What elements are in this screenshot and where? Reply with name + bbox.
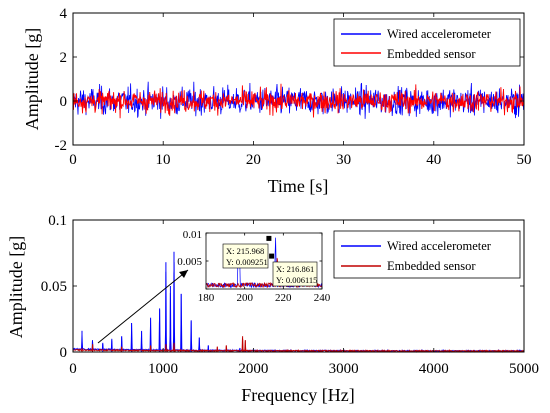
datatip-1-y: Y: 0.009251 — [226, 257, 268, 267]
datatip-2-x: X: 216.861 — [276, 264, 314, 274]
bottom-ticks — [72, 219, 525, 353]
inset-xtick-2: 220 — [275, 292, 292, 304]
bottom-ytick-2: 0.1 — [48, 213, 67, 229]
time-traces — [72, 81, 525, 119]
datatip-2-box — [272, 261, 318, 287]
top-ytick-0: -2 — [55, 138, 68, 154]
datatip-1-marker — [266, 235, 272, 241]
datatip-2-marker — [269, 253, 275, 259]
top-legend: Wired accelerometer Embedded sensor — [333, 18, 521, 67]
top-xtick-1: 10 — [156, 152, 171, 168]
frequency-domain-chart: 0 1000 2000 3000 4000 5000 0 0.05 0.1 Fr… — [6, 213, 539, 405]
bottom-legend-label-embedded: Embedded sensor — [387, 259, 476, 273]
bottom-xtick-0: 0 — [69, 361, 77, 377]
inset-xtick-1: 200 — [236, 292, 253, 304]
bottom-y-axis-label: Amplitude [g] — [6, 236, 26, 338]
inset-xtick-3: 240 — [314, 292, 331, 304]
top-legend-label-wired: Wired accelerometer — [387, 27, 492, 41]
time-series-wired-line — [72, 81, 525, 119]
bottom-xtick-3: 3000 — [329, 361, 359, 377]
bottom-xtick-1: 1000 — [148, 361, 178, 377]
bottom-ytick-0: 0 — [60, 345, 68, 361]
inset-ytick-0: 0.005 — [177, 256, 202, 268]
spectrum-traces — [72, 251, 525, 353]
top-y-axis-label: Amplitude [g] — [22, 28, 42, 130]
top-xtick-2: 20 — [246, 152, 261, 168]
datatip-1-box — [222, 243, 269, 269]
datatip-2-y: Y: 0.006115 — [276, 275, 317, 285]
bottom-xtick-5: 5000 — [509, 361, 539, 377]
top-xtick-3: 30 — [336, 152, 351, 168]
inset-chart: 180 200 220 240 0.005 0.01 X: 215.968 Y:… — [177, 229, 331, 304]
top-legend-label-embedded: Embedded sensor — [387, 47, 476, 61]
zoom-arrow-head — [179, 270, 188, 278]
top-legend-box — [333, 18, 521, 67]
bottom-ytick-1: 0.05 — [41, 279, 67, 295]
top-ticks — [72, 12, 525, 146]
top-x-axis-label: Time [s] — [268, 176, 329, 196]
bottom-xtick-2: 2000 — [238, 361, 268, 377]
bottom-x-axis-label: Frequency [Hz] — [241, 385, 354, 405]
bottom-legend: Wired accelerometer Embedded sensor — [333, 230, 521, 279]
top-ytick-1: 0 — [60, 94, 68, 110]
bottom-legend-box — [333, 230, 521, 279]
inset-embedded-line — [205, 257, 323, 289]
top-xtick-4: 40 — [426, 152, 441, 168]
time-domain-chart: 0 10 20 30 40 50 -2 0 2 4 Time [s] Ampli… — [22, 6, 532, 196]
top-plot-frame — [72, 12, 525, 146]
top-xtick-5: 50 — [517, 152, 532, 168]
top-xtick-0: 0 — [69, 152, 77, 168]
spectrum-embedded-line — [72, 337, 525, 353]
top-ytick-2: 2 — [60, 50, 68, 66]
time-series-embedded-line — [72, 83, 525, 119]
bottom-xtick-4: 4000 — [419, 361, 449, 377]
datatip-1-x: X: 215.968 — [226, 246, 264, 256]
zoom-arrow — [97, 269, 189, 344]
top-ytick-3: 4 — [60, 6, 68, 22]
inset-xtick-0: 180 — [198, 292, 215, 304]
inset-ytick-1: 0.01 — [183, 229, 202, 241]
inset-ticks — [205, 232, 323, 290]
bottom-legend-label-wired: Wired accelerometer — [387, 239, 492, 253]
